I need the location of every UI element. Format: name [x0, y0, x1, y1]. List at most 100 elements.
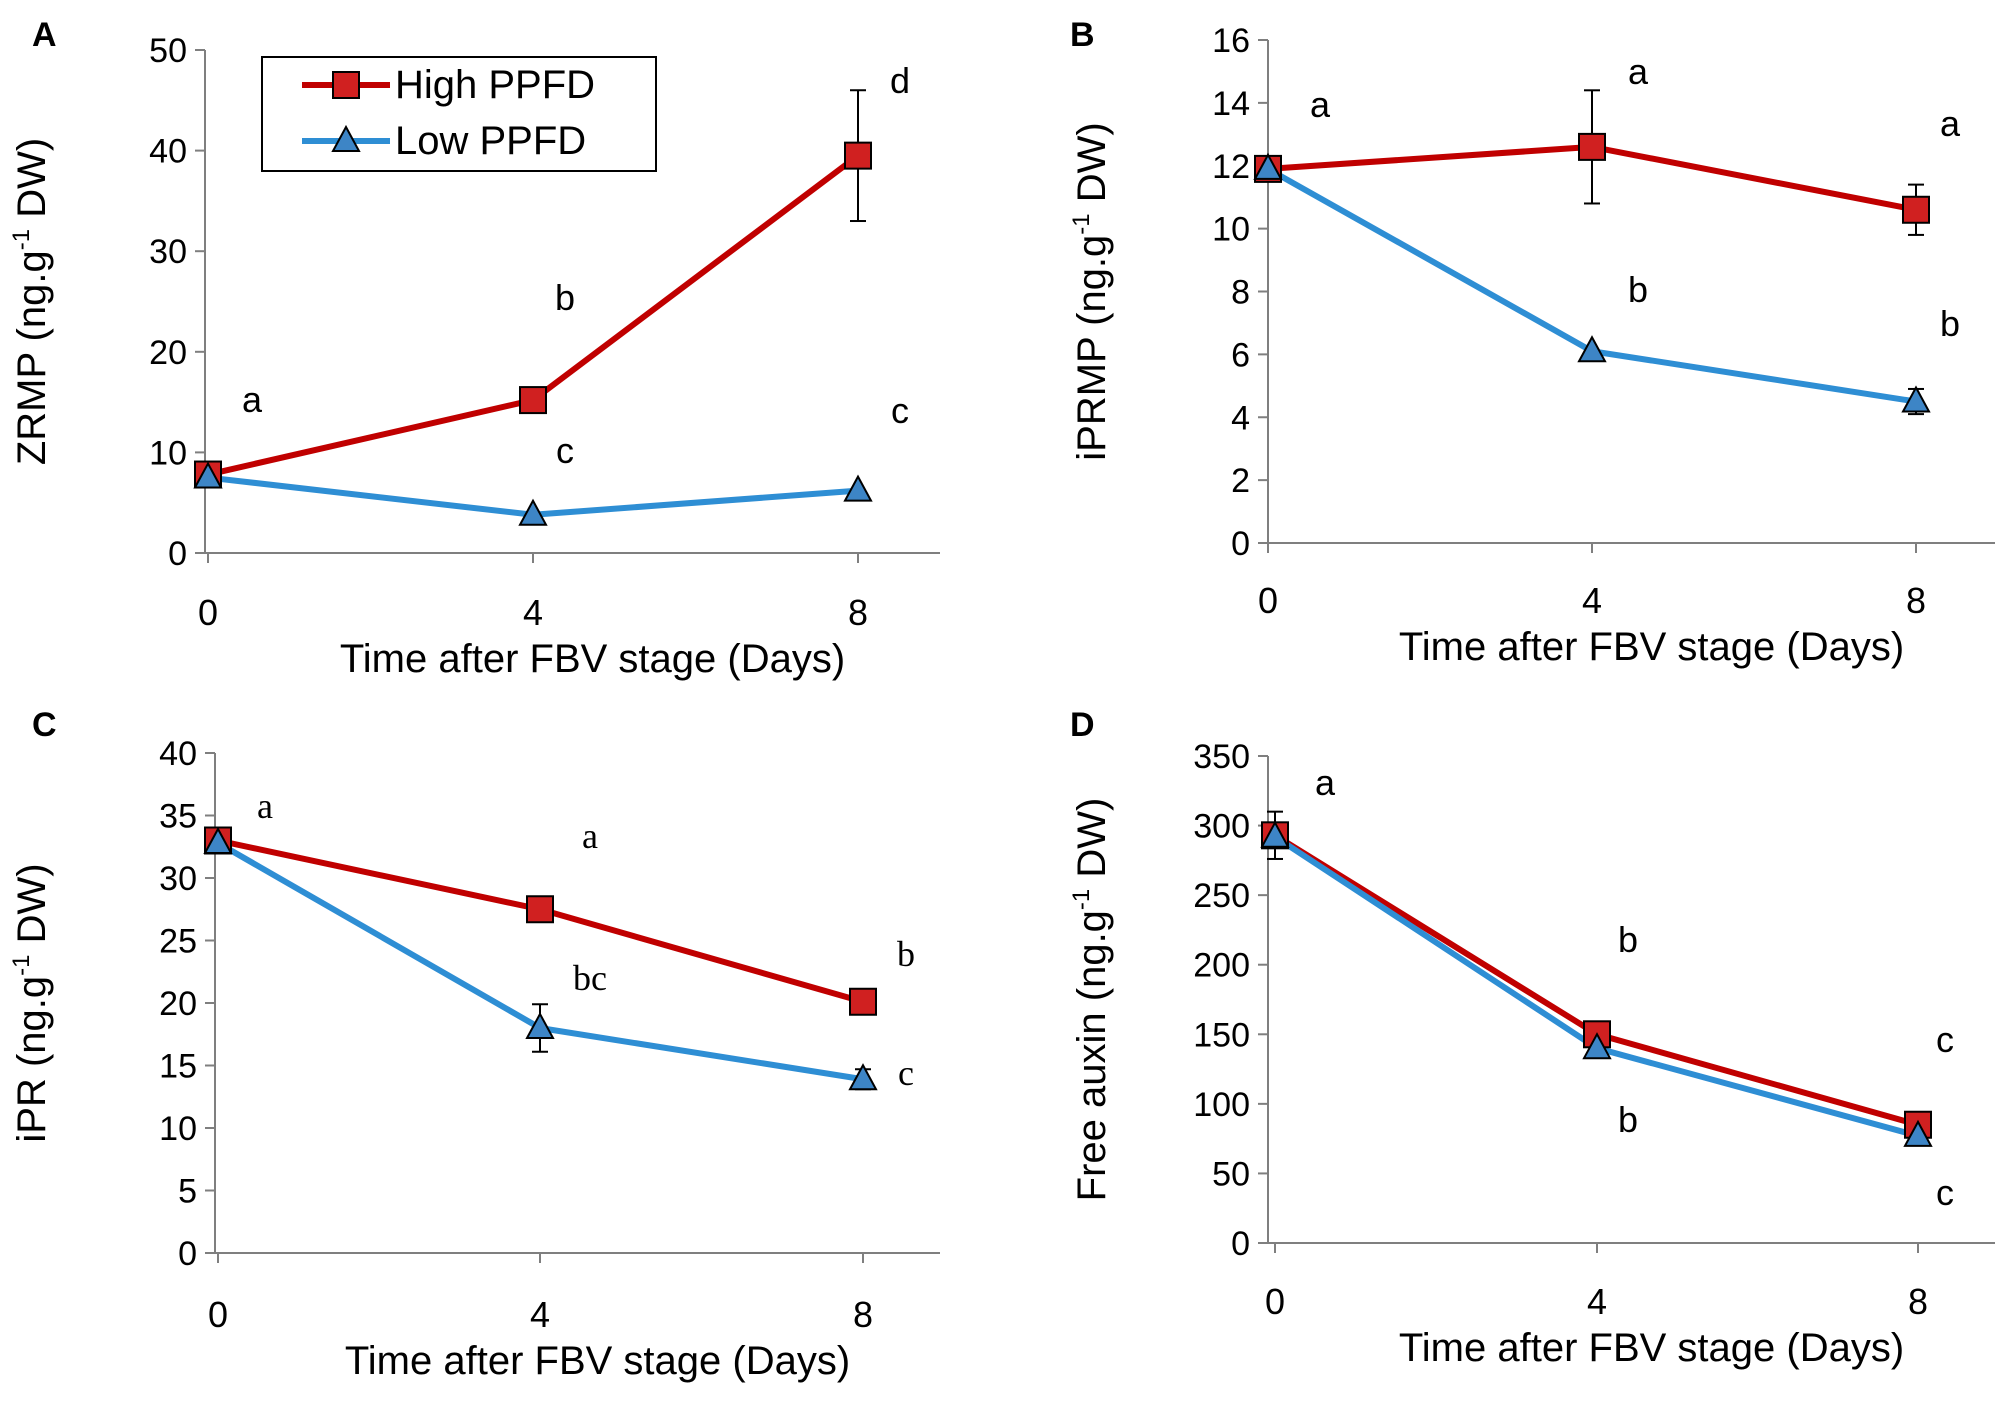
x-tick-label: 8: [1908, 1281, 1928, 1322]
legend-low-marker: [331, 124, 361, 152]
y-tick-label: 30: [159, 860, 197, 898]
y-tick-label: 8: [1231, 274, 1250, 312]
significance-letter: a: [1315, 762, 1336, 803]
x-tick-label: 8: [1906, 580, 1926, 621]
y-tick-label: 20: [159, 985, 197, 1023]
low-ppfd-point: [843, 474, 873, 502]
significance-letter: a: [1628, 51, 1649, 92]
legend-low-label: Low PPFD: [395, 119, 586, 163]
low-ppfd-line: [1273, 834, 1919, 1139]
panel-letter: A: [32, 16, 57, 54]
y-tick-label: 150: [1193, 1016, 1250, 1054]
y-axis-title: iPRMP (ng.g-1 DW): [1068, 122, 1114, 460]
significance-letter: a: [1310, 84, 1331, 125]
y-tick-label: 4: [1231, 399, 1250, 437]
significance-letter: a: [242, 379, 263, 420]
legend-box: [261, 56, 657, 172]
x-axis-title: Time after FBV stage (Days): [1399, 1326, 1904, 1370]
y-axis-title-end: DW): [1070, 122, 1114, 213]
significance-letter: a: [257, 786, 273, 826]
y-axis-title-superscript: -1: [8, 954, 35, 975]
y-tick-label: 10: [1212, 211, 1250, 249]
y-tick-label: 15: [159, 1048, 197, 1086]
significance-letter: b: [1940, 303, 1960, 344]
y-tick-label: 300: [1193, 808, 1250, 846]
x-axis-title: Time after FBV stage (Days): [1399, 625, 1904, 669]
high-ppfd-point: [526, 895, 554, 924]
x-tick-label: 0: [208, 1294, 228, 1335]
y-axis-title-superscript: -1: [8, 229, 35, 250]
y-tick-label: 0: [178, 1235, 197, 1273]
significance-letter: a: [582, 816, 598, 856]
x-tick-label: 0: [1265, 1281, 1285, 1322]
significance-letter: c: [891, 390, 909, 431]
y-tick-label: 250: [1193, 877, 1250, 915]
y-axis-title-superscript: -1: [1068, 213, 1095, 234]
x-axis-title: Time after FBV stage (Days): [340, 637, 845, 681]
high-ppfd-line: [1273, 832, 1919, 1128]
y-axis-title: iPR (ng.g-1 DW): [8, 863, 54, 1142]
low-ppfd-point: [203, 826, 233, 854]
low-ppfd-point: [1903, 1119, 1933, 1147]
low-ppfd-point: [193, 461, 223, 489]
y-tick-label: 100: [1193, 1086, 1250, 1124]
low-ppfd-point: [518, 498, 548, 526]
y-tick-label: 14: [1212, 85, 1250, 123]
y-tick-label: 40: [159, 735, 197, 773]
y-tick-label: 10: [159, 1110, 197, 1148]
y-tick-label: 20: [149, 334, 187, 372]
y-axis-title: ZRMP (ng.g-1 DW): [8, 138, 54, 465]
y-tick-label: 0: [1231, 525, 1250, 563]
significance-letter: a: [1940, 103, 1961, 144]
low-ppfd-point: [848, 1063, 878, 1091]
significance-letter: c: [556, 430, 574, 471]
significance-letter: bc: [573, 958, 607, 998]
y-tick-label: 12: [1212, 148, 1250, 186]
panel-letter: D: [1070, 706, 1095, 744]
x-axis-title: Time after FBV stage (Days): [345, 1339, 850, 1383]
y-tick-label: 2: [1231, 462, 1250, 500]
significance-letter: b: [1618, 1099, 1638, 1140]
x-tick-label: 4: [523, 592, 543, 633]
high-ppfd-point: [1902, 195, 1930, 224]
y-axis-title-end: DW): [1070, 798, 1114, 889]
high-ppfd-point: [1578, 132, 1606, 161]
significance-letter: c: [1936, 1019, 1954, 1060]
y-axis-title-main: iPRMP (ng.g: [1070, 235, 1114, 461]
panel-letter: B: [1070, 16, 1095, 54]
x-tick-label: 4: [1587, 1281, 1607, 1322]
high-ppfd-point: [849, 987, 877, 1016]
legend-high-marker: [332, 71, 360, 99]
x-tick-label: 0: [198, 592, 218, 633]
low-ppfd-point: [1901, 385, 1931, 413]
y-axis-title-main: ZRMP (ng.g: [10, 250, 54, 465]
x-tick-label: 0: [1258, 580, 1278, 621]
high-ppfd-line: [207, 153, 860, 478]
y-tick-label: 50: [1212, 1155, 1250, 1193]
low-ppfd-point: [525, 1011, 555, 1039]
y-axis-title-main: Free auxin (ng.g: [1070, 910, 1114, 1201]
x-tick-label: 8: [848, 592, 868, 633]
y-tick-label: 40: [149, 133, 187, 171]
x-tick-label: 4: [1582, 580, 1602, 621]
low-ppfd-point: [1582, 1032, 1612, 1060]
legend-high-label: High PPFD: [395, 63, 595, 107]
high-ppfd-point: [844, 141, 872, 170]
y-tick-label: 200: [1193, 947, 1250, 985]
y-axis-title-end: DW): [10, 863, 54, 954]
y-tick-label: 30: [149, 233, 187, 271]
x-tick-label: 8: [853, 1294, 873, 1335]
significance-letter: d: [890, 60, 910, 101]
y-tick-label: 350: [1193, 738, 1250, 776]
high-ppfd-point: [519, 386, 547, 415]
significance-letter: b: [897, 934, 915, 974]
significance-letter: b: [555, 277, 575, 318]
y-tick-label: 0: [168, 535, 187, 573]
significance-letter: b: [1618, 919, 1638, 960]
significance-letter: c: [1936, 1172, 1954, 1213]
